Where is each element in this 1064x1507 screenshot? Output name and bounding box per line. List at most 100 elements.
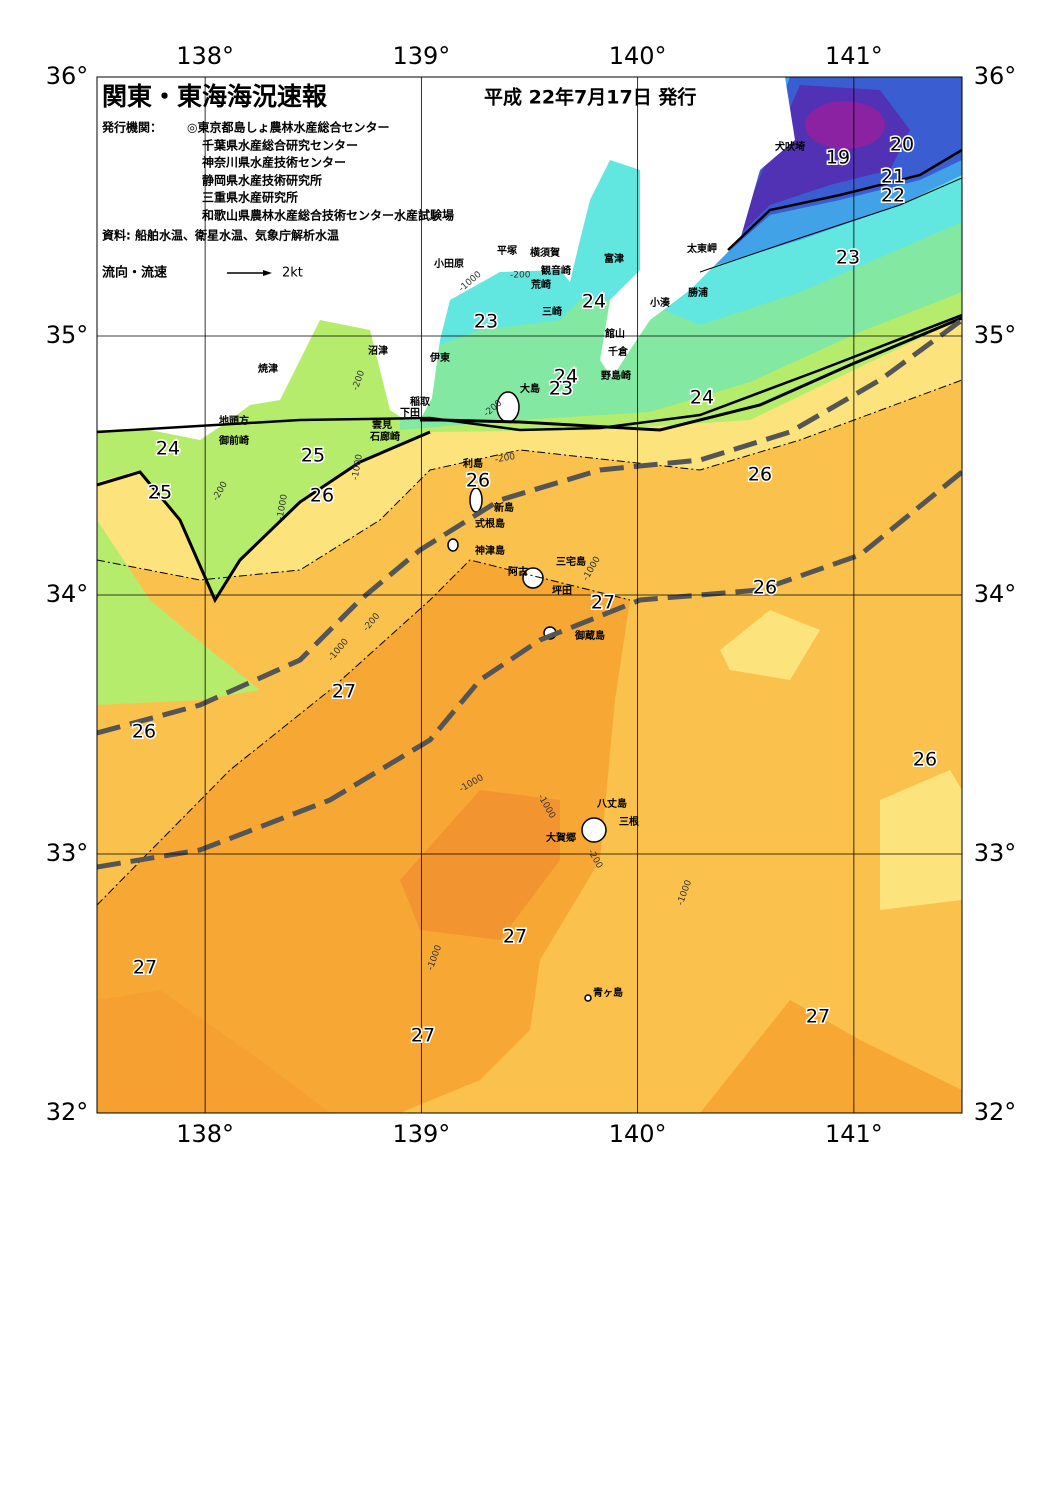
- place-name: 三宅島: [556, 555, 586, 568]
- place-name: 小田原: [433, 257, 464, 270]
- lat-label-left: 34°: [46, 580, 89, 608]
- temperature-label: 24: [156, 438, 180, 460]
- place-name: 三根: [619, 815, 639, 828]
- place-name: 下田: [400, 407, 420, 419]
- depth-label: -200: [494, 452, 516, 465]
- legend-arrow-head: [263, 270, 272, 276]
- sea-surface-temperature: [97, 77, 962, 1113]
- legend-label: 流向・流速: [102, 265, 167, 281]
- lon-label-top: 139°: [392, 42, 450, 70]
- depth-label: -200: [510, 271, 531, 281]
- temperature-label: 26: [748, 464, 772, 486]
- place-name: 勝浦: [688, 286, 708, 299]
- lon-label-bottom: 140°: [609, 1120, 667, 1148]
- temperature-label: 27: [133, 957, 157, 979]
- issuer: 千葉県水産総合研究センター: [202, 138, 358, 153]
- place-name: 石廊崎: [369, 430, 400, 443]
- issuer: 静岡県水産技術研究所: [202, 173, 322, 188]
- place-name: 稲取: [410, 395, 431, 408]
- place-name: 焼津: [258, 362, 278, 375]
- temperature-label: 23: [549, 378, 573, 400]
- temperature-label: 26: [310, 485, 334, 507]
- temperature-label: 27: [332, 681, 356, 703]
- temperature-label: 26: [753, 577, 777, 599]
- lat-label-right: 36°: [974, 62, 1017, 90]
- issuer: 和歌山県農林水産総合技術センター水産試験場: [201, 208, 454, 223]
- place-name: 御蔵島: [574, 629, 605, 642]
- lat-label-right: 32°: [974, 1098, 1017, 1126]
- temperature-label: 27: [503, 926, 527, 948]
- lon-label-top: 138°: [176, 42, 234, 70]
- lat-label-right: 33°: [974, 839, 1017, 867]
- place-name: 青ヶ島: [593, 986, 623, 999]
- temperature-label: 26: [466, 470, 490, 492]
- depth-label: -1000: [351, 453, 365, 481]
- place-name: 犬吠埼: [775, 140, 805, 153]
- place-name: 平塚: [497, 244, 517, 257]
- temperature-label: 26: [913, 749, 937, 771]
- lon-label-bottom: 141°: [825, 1120, 883, 1148]
- place-name: 富津: [604, 252, 624, 265]
- place-name: 荒崎: [530, 278, 551, 291]
- place-name: 利島: [463, 457, 483, 470]
- issuer: 三重県水産研究所: [202, 190, 298, 205]
- place-name: 大賀郷: [546, 831, 576, 844]
- temperature-label: 21: [881, 166, 905, 188]
- place-name: 雲見: [372, 419, 392, 431]
- source: 資料: 船舶水温、衛星水温、気象庁解析水温: [102, 228, 339, 243]
- place-name: 野島崎: [601, 369, 631, 382]
- place-name: 太東岬: [686, 242, 717, 255]
- temperature-label: 23: [474, 311, 498, 333]
- lat-label-left: 33°: [46, 839, 89, 867]
- lon-label-top: 140°: [609, 42, 667, 70]
- lon-label-bottom: 138°: [176, 1120, 234, 1148]
- place-name: 観音崎: [541, 264, 571, 277]
- map-frame: [96, 76, 963, 1114]
- lon-label-bottom: 139°: [392, 1120, 450, 1148]
- lat-label-left: 35°: [46, 321, 89, 349]
- place-name: 館山: [604, 327, 625, 340]
- title: 関東・東海海況速報: [102, 82, 328, 111]
- lat-label-left: 36°: [46, 62, 89, 90]
- place-name: 御前崎: [218, 434, 249, 447]
- lat-label-right: 34°: [974, 580, 1017, 608]
- temperature-label: 27: [411, 1025, 435, 1047]
- temperature-label: 25: [148, 482, 172, 504]
- temperature-label: 19: [826, 147, 850, 169]
- temperature-label: 24: [554, 366, 578, 388]
- temperature-label: 27: [591, 592, 615, 614]
- place-name: 小湊: [649, 296, 671, 309]
- depth-label: -1000: [276, 493, 290, 521]
- legend-speed: 2kt: [282, 266, 303, 281]
- issuer: ◎東京都島しょ農林水産総合センター: [187, 120, 389, 135]
- temperature-label: 24: [690, 387, 714, 409]
- place-name: 千倉: [608, 345, 629, 358]
- temperature-label: 25: [301, 445, 325, 467]
- lat-label-left: 32°: [46, 1098, 89, 1126]
- place-name: 新島: [494, 501, 514, 514]
- place-name: 地頭方: [219, 414, 249, 427]
- place-name: 沼津: [368, 344, 388, 357]
- temperature-label: 22: [881, 185, 905, 207]
- temperature-label: 24: [582, 291, 606, 313]
- temperature-label: 23: [836, 247, 860, 269]
- place-name: 坪田: [552, 584, 572, 597]
- lat-label-right: 35°: [974, 321, 1017, 349]
- place-name: 大島: [520, 382, 540, 395]
- issuer: 神奈川県水産技術センター: [202, 155, 346, 170]
- place-name: 伊東: [429, 351, 450, 364]
- place-name: 式根島: [475, 517, 505, 530]
- place-name: 阿古: [508, 565, 528, 578]
- place-name: 横須賀: [530, 246, 560, 259]
- temperature-label: 20: [890, 134, 914, 156]
- place-name: 三崎: [542, 305, 562, 318]
- issuers-label: 発行機関：: [101, 120, 162, 135]
- place-name: 八丈島: [596, 797, 627, 810]
- temperature-label: 27: [806, 1006, 830, 1028]
- lon-label-top: 141°: [825, 42, 883, 70]
- place-name: 神津島: [475, 544, 505, 557]
- issue-date: 平成 22年7月17日 発行: [484, 86, 696, 109]
- temperature-label: 26: [132, 721, 156, 743]
